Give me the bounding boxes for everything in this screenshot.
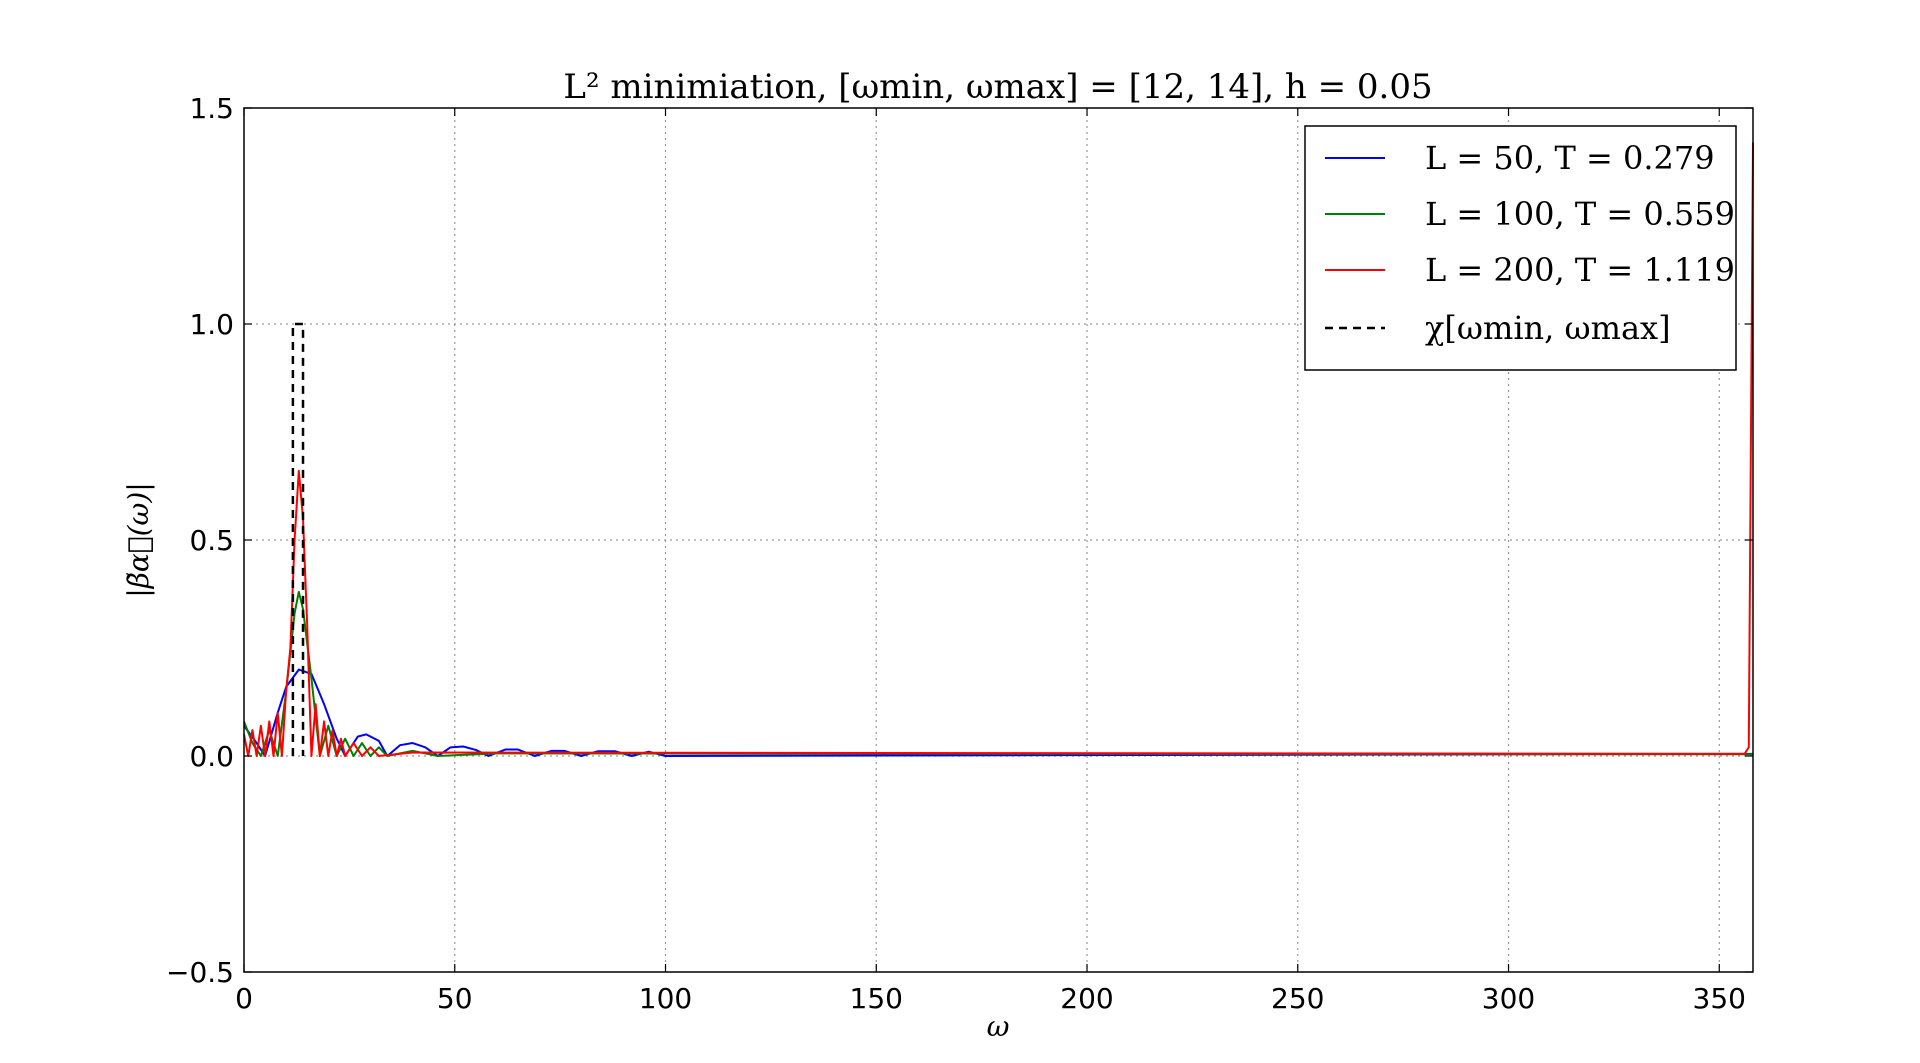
legend: L = 50, T = 0.279 L = 100, T = 0.559 L = 2… [1304,125,1737,371]
y-tick-label: 1.5 [189,92,234,125]
legend-label-1: L = 100, T = 0.559 [1425,195,1735,233]
legend-label-0: L = 50, T = 0.279 [1425,139,1715,177]
legend-label-3: χ[ωmin, ωmax] [1425,309,1671,347]
x-tick-label: 50 [437,982,473,1015]
series-line-2 [243,142,1754,757]
y-tick-label: −0.5 [166,956,234,989]
x-tick-label: 200 [1060,982,1113,1015]
legend-label-2: L = 200, T = 1.119 [1425,251,1735,289]
x-tick-label: 300 [1482,982,1535,1015]
x-tick-label: 100 [639,982,692,1015]
chart-title: L² minimiation, [ωmin, ωmax] = [12, 14],… [563,67,1432,107]
y-tick-label: 1.0 [189,308,234,341]
series-line-0 [243,668,1754,757]
y-tick-label: 0.0 [189,740,234,773]
x-tick-label: 350 [1693,982,1746,1015]
tick-layer: 0 50 100 150 200 250 300 350 −0.5 0.0 0.5 1.0 1.5 [166,92,1753,1015]
y-tick-label: 0.5 [189,524,234,557]
legend-box [1304,125,1737,371]
legend-items: L = 50, T = 0.279 L = 100, T = 0.559 L = 2… [1325,139,1735,347]
x-tick-label: 0 [235,982,253,1015]
series-layer [243,142,1754,757]
x-tick-label: 150 [850,982,903,1015]
series-line-3 [291,322,305,756]
x-axis-label: ω [987,1010,1010,1043]
x-tick-label: 250 [1271,982,1324,1015]
y-axis-label: |β̃α⃗(ω)| [122,482,155,597]
series-line-1 [243,590,1754,757]
